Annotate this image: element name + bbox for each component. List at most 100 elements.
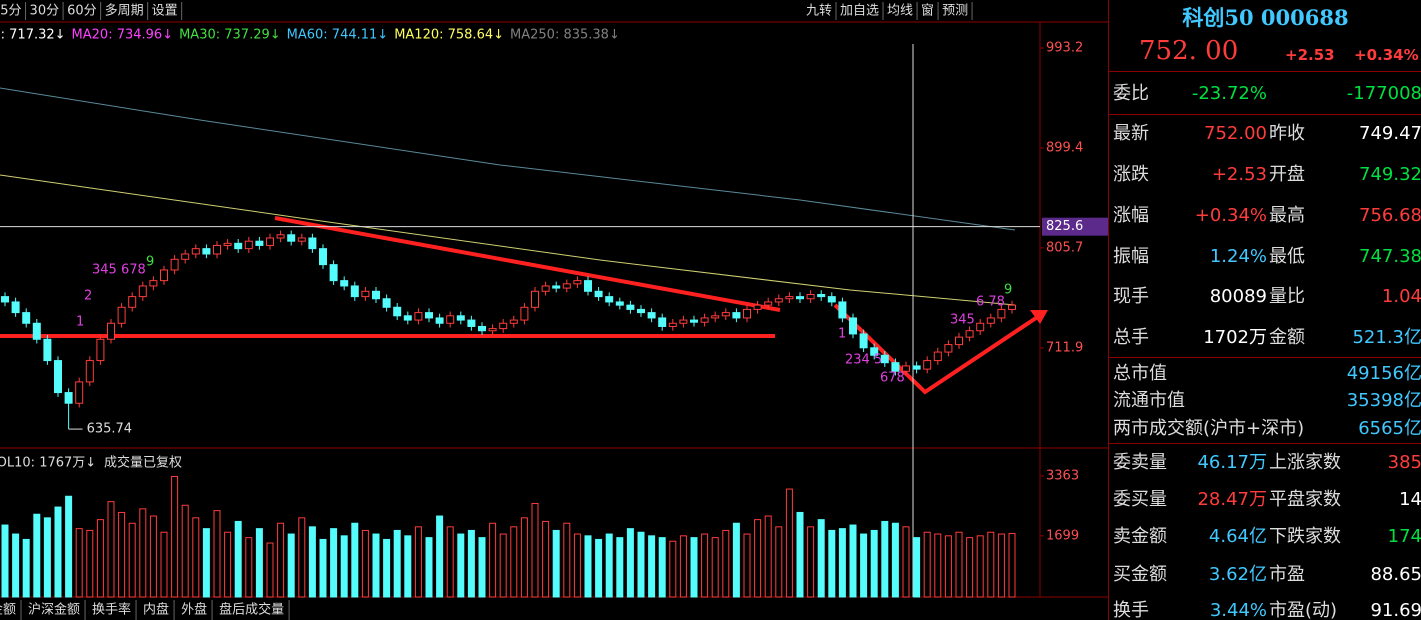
quote-row: 总市值 49156亿 <box>1109 359 1421 389</box>
volume-bar <box>277 522 285 598</box>
volume-bar <box>467 529 475 598</box>
field-value: 6565亿 <box>1358 418 1421 439</box>
volume-bar <box>796 511 804 598</box>
candle-body <box>912 365 921 370</box>
volume-bar <box>22 538 30 598</box>
toolbar-button[interactable]: 预测 <box>942 4 968 19</box>
toolbar-button[interactable]: 窗 <box>921 3 934 19</box>
td-label: 345 678 <box>92 263 146 278</box>
candle-body <box>594 290 603 298</box>
toolbar-button[interactable]: 九转 <box>806 4 832 19</box>
quote-panel: 科创50 000688 752. 00 +2.53 +0.34% 委比 -23.7… <box>1108 0 1421 620</box>
bottom-tab[interactable]: 内盘 <box>143 602 169 618</box>
candle-body <box>107 322 115 340</box>
volume-bar <box>213 510 221 598</box>
candle-body <box>456 315 465 321</box>
bottom-tab[interactable]: 外盘 <box>181 602 207 618</box>
volume-bar <box>817 519 825 598</box>
volume-bar <box>86 529 94 598</box>
volume-bar <box>679 535 687 598</box>
volume-bar <box>658 537 666 598</box>
candle-body <box>552 285 561 289</box>
volume-bar <box>75 528 83 598</box>
volume-bar <box>531 502 539 598</box>
field-value: 1.24% <box>1209 246 1267 267</box>
candle-body <box>181 253 190 260</box>
volume-bar <box>340 535 348 598</box>
candle-body <box>827 296 836 303</box>
candle-body <box>54 360 62 394</box>
quote-row: 卖金额 4.64亿 下跌家数 174 <box>1109 522 1421 552</box>
volume-bar <box>934 533 942 598</box>
candle-body <box>361 290 370 298</box>
volume-bar <box>478 537 486 598</box>
volume-bar <box>171 475 179 598</box>
ma-label: MA10: 717.32↓ <box>0 28 66 43</box>
quote-row: 总手 1702万 金额 521.3亿 <box>1109 323 1421 353</box>
volume-bar <box>96 519 104 598</box>
candle-body <box>350 285 359 298</box>
bottom-tab[interactable]: 沪深金额 <box>28 602 80 618</box>
separator <box>1109 114 1421 115</box>
bottom-tab[interactable]: 换手率 <box>92 602 131 618</box>
candle-body <box>403 315 412 321</box>
volume-bar <box>913 537 921 598</box>
volume-bar <box>997 533 1005 598</box>
field-value: 14 <box>1399 489 1421 510</box>
quote-change: +2.53 <box>1285 46 1335 64</box>
field-value: 88.65 <box>1370 564 1421 585</box>
candle-body <box>191 248 200 255</box>
volume-bar <box>54 506 62 598</box>
candle-body <box>774 298 783 303</box>
td-label: 678 <box>880 371 905 386</box>
candle-body <box>414 312 423 321</box>
quote-row: 振幅 1.24% 最低 747.38 <box>1109 242 1421 272</box>
volume-bar <box>393 529 401 598</box>
field-value: 91.69 <box>1370 600 1421 620</box>
candle-body <box>202 248 211 255</box>
candle-body <box>1 296 9 303</box>
field-value: -23.72% <box>1191 83 1267 104</box>
volume-bar <box>849 524 857 598</box>
candle-body <box>64 392 73 404</box>
volume-bar <box>351 522 359 598</box>
candle-body <box>372 290 380 300</box>
toolbar-button[interactable]: 多周期 <box>105 3 144 19</box>
toolbar-button[interactable]: 加自选 <box>840 4 879 19</box>
volume-bar <box>701 533 709 598</box>
volume-bar <box>65 495 73 598</box>
candle-body <box>658 317 667 327</box>
toolbar-button[interactable]: 60分 <box>67 4 97 19</box>
y-tick-label: 993.2 <box>1046 41 1083 56</box>
toolbar-button[interactable]: 均线 <box>887 4 913 19</box>
toolbar-button[interactable]: 15分 <box>0 4 22 19</box>
volume-bar <box>489 522 497 598</box>
bottom-tab[interactable]: 盘后成交量 <box>219 602 284 618</box>
toolbar-button[interactable]: 30分 <box>30 4 60 19</box>
candle-body <box>75 381 84 404</box>
bottom-tab[interactable]: 金额 <box>0 602 16 618</box>
volume-bar <box>891 522 899 598</box>
quote-price: 752. 00 <box>1139 36 1239 66</box>
field-value: 80089 <box>1209 286 1267 307</box>
volume-bar <box>595 538 603 598</box>
field-value: 521.3亿 <box>1352 327 1421 348</box>
candle-body <box>668 322 677 327</box>
toolbar-button[interactable]: 设置 <box>152 4 178 19</box>
candle-body <box>541 285 550 292</box>
volume-bar <box>542 520 550 598</box>
ma-label: MA30: 737.29↓ <box>179 28 281 43</box>
volume-bar <box>192 517 200 598</box>
volume-bar <box>785 488 793 598</box>
candle-body <box>743 308 751 319</box>
candle-body <box>234 242 243 250</box>
volume-bar <box>732 522 740 598</box>
volume-bar <box>383 538 391 598</box>
field-value: 46.17万 <box>1197 452 1267 473</box>
candle-body <box>732 312 741 319</box>
field-label: 现手 <box>1113 286 1149 307</box>
candle-body <box>955 336 963 346</box>
field-value: +2.53 <box>1211 164 1267 185</box>
field-label: 最低 <box>1269 246 1305 267</box>
candle-body <box>753 304 762 310</box>
